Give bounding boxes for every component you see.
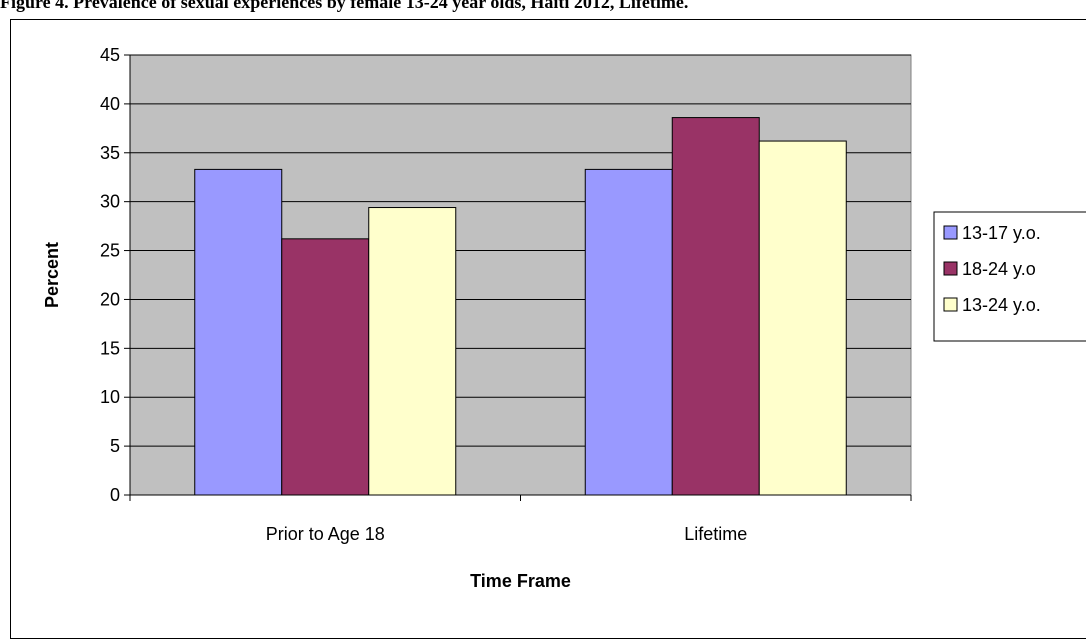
y-tick-label: 45: [100, 45, 120, 65]
legend-swatch: [943, 261, 958, 276]
bar: [671, 117, 760, 496]
y-tick-label: 20: [100, 289, 120, 309]
x-tick-label: Prior to Age 18: [266, 524, 385, 544]
y-axis-title: Percent: [42, 242, 62, 308]
legend-label: 13-17 y.o.: [962, 223, 1041, 243]
y-tick-labels: 0 5 10 15 20 25 30 35 40 45: [100, 45, 120, 505]
x-axis-title: Time Frame: [470, 571, 571, 591]
y-tick-label: 25: [100, 241, 120, 261]
legend-label: 18-24 y.o: [962, 259, 1036, 279]
bars: [194, 117, 847, 496]
y-tick-label: 15: [100, 338, 120, 358]
bar-chart: 0 5 10 15 20 25 30 35 40 45 Prior to Age 18 Lifeti…: [42, 45, 1086, 591]
bar: [281, 238, 370, 496]
bar: [194, 168, 283, 496]
legend-box: [933, 211, 1086, 342]
y-tick-label: 30: [100, 192, 120, 212]
x-tick-label: Lifetime: [684, 524, 747, 544]
y-tick-label: 10: [100, 387, 120, 407]
legend: 13-17 y.o. 18-24 y.o 13-24 y.o.: [933, 211, 1086, 342]
legend-swatch: [943, 225, 958, 240]
y-tick-label: 40: [100, 94, 120, 114]
bar: [758, 140, 847, 496]
legend-swatch: [943, 297, 958, 312]
y-tick-label: 5: [110, 436, 120, 456]
y-tick-label: 0: [110, 485, 120, 505]
x-tick-labels: Prior to Age 18 Lifetime: [266, 524, 748, 544]
bar: [368, 207, 457, 496]
axes: [124, 54, 912, 501]
figure-caption: Figure 4. Prevalence of sexual experienc…: [0, 0, 689, 12]
bar: [584, 168, 673, 496]
legend-label: 13-24 y.o.: [962, 295, 1041, 315]
y-tick-label: 35: [100, 143, 120, 163]
